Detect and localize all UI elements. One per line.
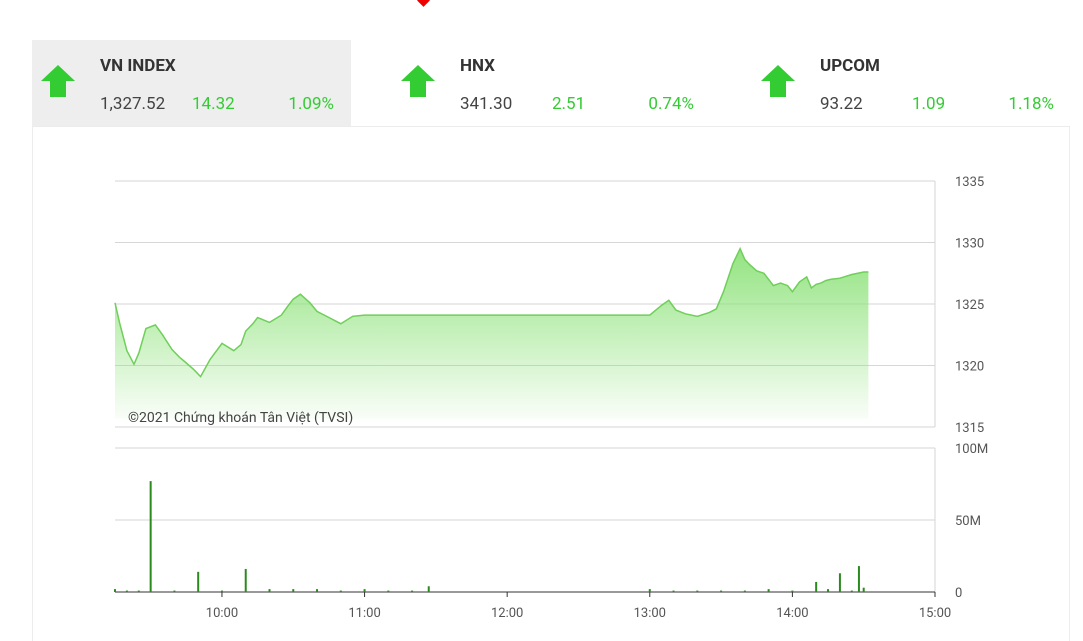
tab-vn-index[interactable]: VN INDEX 1,327.52 14.32 1.09% [32,40,351,127]
index-percent: 0.74% [648,94,694,114]
copyright-text: ©2021 Chứng khoán Tân Việt (TVSI) [128,410,353,426]
index-change: 14.32 [192,94,235,114]
index-name: UPCOM [820,56,880,76]
price-line [114,246,869,378]
index-percent: 1.18% [1008,94,1054,114]
volume-tick-label: 100M [955,442,988,457]
time-tick-label: 10:00 [206,606,238,621]
volume-tick-label: 0 [955,586,962,601]
chart-panel [32,126,1070,641]
index-value: 93.22 [820,94,863,114]
price-area [115,248,869,419]
index-percent: 1.09% [288,94,334,114]
time-tick-label: 12:00 [491,606,523,621]
tab-hnx[interactable]: HNX 341.30 2.51 0.74% [392,40,711,127]
price-tick-label: 1325 [955,298,984,313]
volume-tick-label: 50M [955,514,981,529]
index-value: 341.30 [460,94,513,114]
time-tick-label: 14:00 [776,606,808,621]
tab-upcom[interactable]: UPCOM 93.22 1.09 1.18% [752,40,1071,127]
up-arrow-icon [761,65,795,97]
index-name: HNX [460,56,495,76]
price-tick-label: 1315 [955,421,984,436]
index-name: VN INDEX [100,56,176,76]
time-tick-label: 13:00 [634,606,666,621]
index-change: 2.51 [552,94,586,114]
up-arrow-icon [401,65,435,97]
price-tick-label: 1330 [955,237,984,252]
index-tabs: VN INDEX 1,327.52 14.32 1.09% HNX 341.30 2.… [32,40,1070,127]
price-tick-label: 1335 [955,175,984,190]
price-tick-label: 1320 [955,360,984,375]
up-arrow-icon [41,65,75,97]
index-value: 1,327.52 [100,94,166,114]
index-change: 1.09 [912,94,946,114]
time-tick-label: 11:00 [348,606,380,621]
time-tick-label: 15:00 [919,606,951,621]
